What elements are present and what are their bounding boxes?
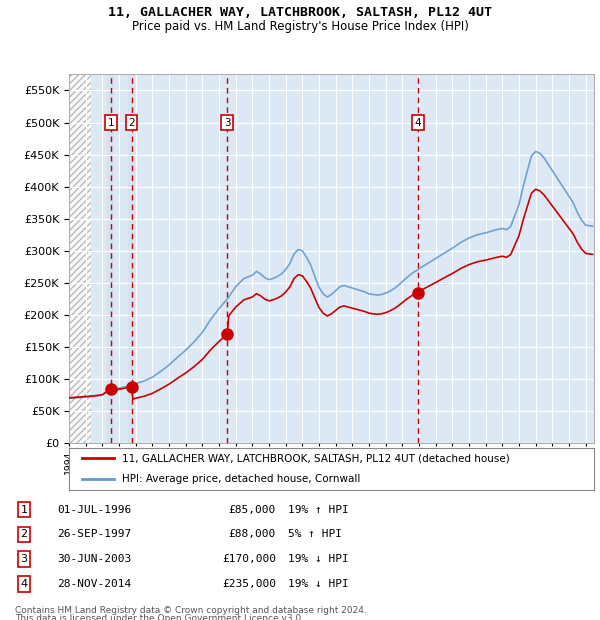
Text: 4: 4 xyxy=(20,579,28,589)
Text: 11, GALLACHER WAY, LATCHBROOK, SALTASH, PL12 4UT: 11, GALLACHER WAY, LATCHBROOK, SALTASH, … xyxy=(108,6,492,19)
Text: 01-JUL-1996: 01-JUL-1996 xyxy=(57,505,131,515)
Text: £170,000: £170,000 xyxy=(222,554,276,564)
Text: £235,000: £235,000 xyxy=(222,579,276,589)
Text: 26-SEP-1997: 26-SEP-1997 xyxy=(57,529,131,539)
Text: 1: 1 xyxy=(20,505,28,515)
Text: 3: 3 xyxy=(20,554,28,564)
Text: 11, GALLACHER WAY, LATCHBROOK, SALTASH, PL12 4UT (detached house): 11, GALLACHER WAY, LATCHBROOK, SALTASH, … xyxy=(121,453,509,463)
Text: 4: 4 xyxy=(415,118,421,128)
Text: This data is licensed under the Open Government Licence v3.0.: This data is licensed under the Open Gov… xyxy=(15,614,304,620)
Text: 2: 2 xyxy=(128,118,135,128)
Text: 5% ↑ HPI: 5% ↑ HPI xyxy=(288,529,342,539)
Bar xyxy=(107,74,114,443)
Text: £88,000: £88,000 xyxy=(229,529,276,539)
Text: 19% ↓ HPI: 19% ↓ HPI xyxy=(288,554,349,564)
Text: Price paid vs. HM Land Registry's House Price Index (HPI): Price paid vs. HM Land Registry's House … xyxy=(131,20,469,33)
Text: Contains HM Land Registry data © Crown copyright and database right 2024.: Contains HM Land Registry data © Crown c… xyxy=(15,606,367,616)
Text: 30-JUN-2003: 30-JUN-2003 xyxy=(57,554,131,564)
Text: £85,000: £85,000 xyxy=(229,505,276,515)
Text: 1: 1 xyxy=(107,118,114,128)
Bar xyxy=(69,74,91,443)
Text: 2: 2 xyxy=(20,529,28,539)
Text: 28-NOV-2014: 28-NOV-2014 xyxy=(57,579,131,589)
Bar xyxy=(128,74,135,443)
Text: HPI: Average price, detached house, Cornwall: HPI: Average price, detached house, Corn… xyxy=(121,474,360,484)
Text: 19% ↓ HPI: 19% ↓ HPI xyxy=(288,579,349,589)
Text: 19% ↑ HPI: 19% ↑ HPI xyxy=(288,505,349,515)
Text: 3: 3 xyxy=(224,118,230,128)
